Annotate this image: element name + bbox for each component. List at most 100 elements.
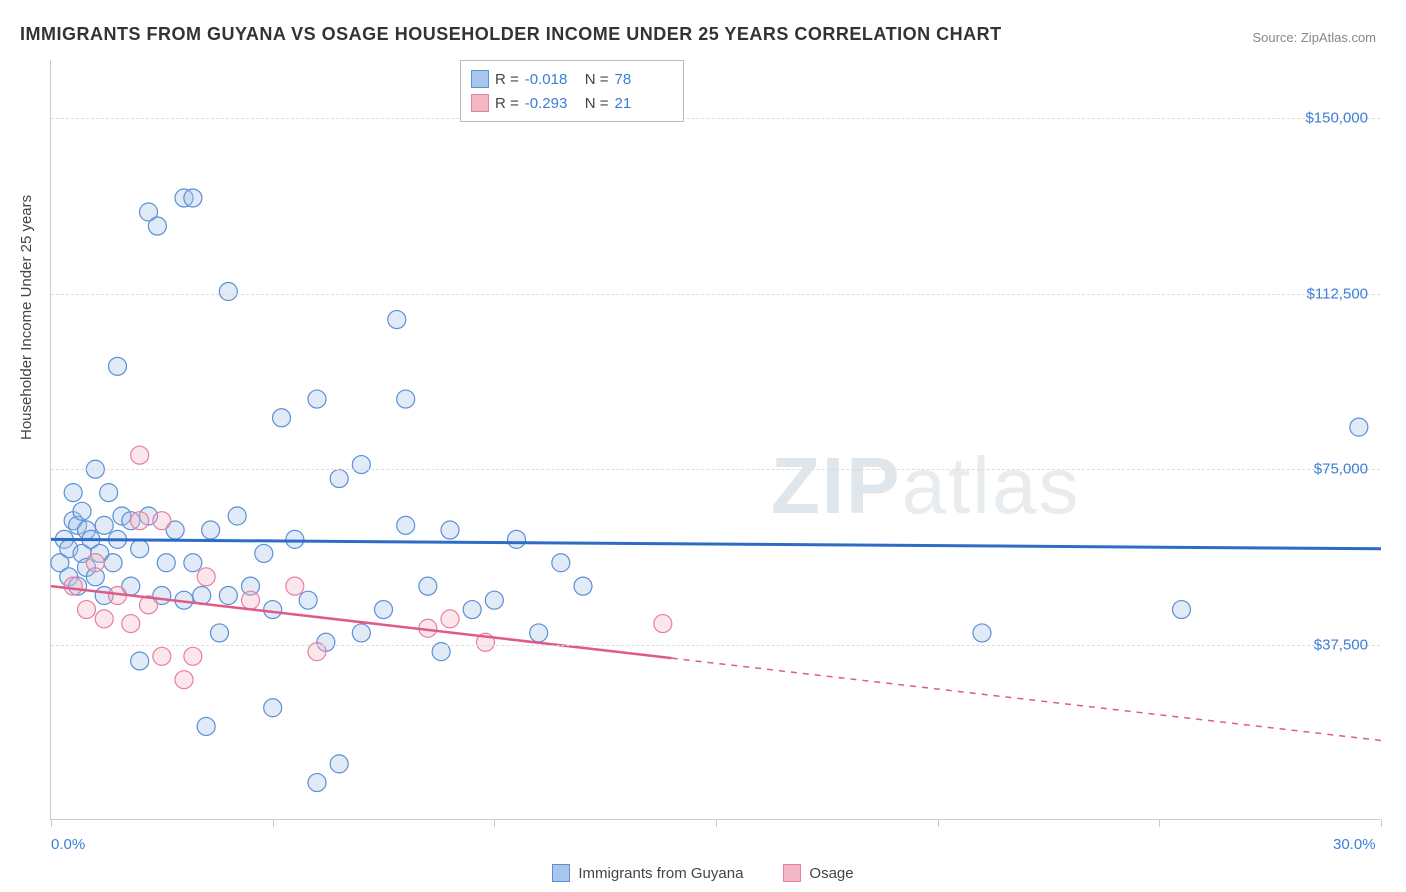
scatter-point	[286, 577, 304, 595]
scatter-point	[95, 610, 113, 628]
scatter-point	[131, 652, 149, 670]
legend-r-label-2: R =	[495, 95, 519, 112]
source-label: Source: ZipAtlas.com	[1252, 30, 1376, 45]
scatter-point	[508, 530, 526, 548]
grid-line	[51, 469, 1380, 470]
legend-series-swatch-1	[552, 864, 570, 882]
scatter-point	[202, 521, 220, 539]
scatter-point	[1173, 601, 1191, 619]
scatter-point	[210, 624, 228, 642]
scatter-point	[197, 717, 215, 735]
scatter-point	[264, 699, 282, 717]
y-tick-label: $150,000	[1305, 110, 1368, 127]
scatter-point	[255, 544, 273, 562]
x-tick	[938, 819, 939, 827]
plot-area: ZIPatlas $37,500$75,000$112,500$150,0000…	[50, 60, 1380, 820]
scatter-point	[485, 591, 503, 609]
scatter-point	[530, 624, 548, 642]
y-tick-label: $37,500	[1314, 636, 1368, 653]
chart-title: IMMIGRANTS FROM GUYANA VS OSAGE HOUSEHOL…	[20, 24, 1002, 45]
chart-svg	[51, 60, 1381, 820]
scatter-point	[153, 512, 171, 530]
x-tick	[1381, 819, 1382, 827]
scatter-point	[308, 774, 326, 792]
legend-n-label-2: N =	[585, 95, 609, 112]
scatter-point	[242, 591, 260, 609]
scatter-point	[273, 409, 291, 427]
x-tick	[273, 819, 274, 827]
trend-line-solid	[51, 586, 672, 658]
legend-stats-box: R = -0.018 N = 78 R = -0.293 N = 21	[460, 60, 684, 122]
y-tick-label: $112,500	[1307, 285, 1368, 302]
x-tick	[1159, 819, 1160, 827]
scatter-point	[95, 516, 113, 534]
scatter-point	[552, 554, 570, 572]
scatter-point	[441, 521, 459, 539]
scatter-point	[299, 591, 317, 609]
scatter-point	[264, 601, 282, 619]
scatter-point	[197, 568, 215, 586]
scatter-point	[86, 554, 104, 572]
scatter-point	[397, 390, 415, 408]
x-tick	[716, 819, 717, 827]
x-tick	[494, 819, 495, 827]
scatter-point	[654, 615, 672, 633]
scatter-point	[219, 587, 237, 605]
legend-n-value-2: 21	[615, 95, 669, 112]
grid-line	[51, 118, 1380, 119]
scatter-point	[77, 601, 95, 619]
scatter-point	[228, 507, 246, 525]
scatter-point	[352, 456, 370, 474]
scatter-point	[441, 610, 459, 628]
legend-item-2: Osage	[783, 864, 853, 882]
scatter-point	[64, 484, 82, 502]
scatter-point	[122, 615, 140, 633]
scatter-point	[419, 577, 437, 595]
y-axis-title: Householder Income Under 25 years	[18, 195, 35, 440]
grid-line	[51, 294, 1380, 295]
trend-line-solid	[51, 539, 1381, 548]
scatter-point	[184, 647, 202, 665]
legend-series-label-2: Osage	[809, 865, 853, 882]
scatter-point	[463, 601, 481, 619]
legend-r-value-2: -0.293	[525, 95, 579, 112]
scatter-point	[104, 554, 122, 572]
scatter-point	[1350, 418, 1368, 436]
scatter-point	[109, 357, 127, 375]
scatter-point	[64, 577, 82, 595]
scatter-point	[131, 540, 149, 558]
scatter-point	[973, 624, 991, 642]
x-tick-label: 30.0%	[1333, 836, 1376, 853]
scatter-point	[131, 512, 149, 530]
scatter-point	[153, 647, 171, 665]
scatter-point	[148, 217, 166, 235]
scatter-point	[330, 755, 348, 773]
scatter-point	[175, 671, 193, 689]
scatter-point	[388, 311, 406, 329]
legend-swatch-1	[471, 70, 489, 88]
legend-swatch-2	[471, 94, 489, 112]
scatter-point	[574, 577, 592, 595]
y-tick-label: $75,000	[1314, 461, 1368, 478]
legend-n-value-1: 78	[615, 71, 669, 88]
legend-series: Immigrants from Guyana Osage	[0, 864, 1406, 882]
scatter-point	[184, 554, 202, 572]
legend-stats-row-2: R = -0.293 N = 21	[471, 91, 669, 115]
scatter-point	[131, 446, 149, 464]
scatter-point	[397, 516, 415, 534]
legend-n-label-1: N =	[585, 71, 609, 88]
legend-item-1: Immigrants from Guyana	[552, 864, 743, 882]
legend-r-label-1: R =	[495, 71, 519, 88]
scatter-point	[286, 530, 304, 548]
trend-line-dashed	[672, 658, 1381, 740]
legend-stats-row-1: R = -0.018 N = 78	[471, 67, 669, 91]
x-tick-label: 0.0%	[51, 836, 85, 853]
scatter-point	[73, 502, 91, 520]
chart-container: IMMIGRANTS FROM GUYANA VS OSAGE HOUSEHOL…	[0, 0, 1406, 892]
scatter-point	[330, 470, 348, 488]
scatter-point	[308, 390, 326, 408]
scatter-point	[375, 601, 393, 619]
legend-series-swatch-2	[783, 864, 801, 882]
scatter-point	[184, 189, 202, 207]
scatter-point	[219, 283, 237, 301]
